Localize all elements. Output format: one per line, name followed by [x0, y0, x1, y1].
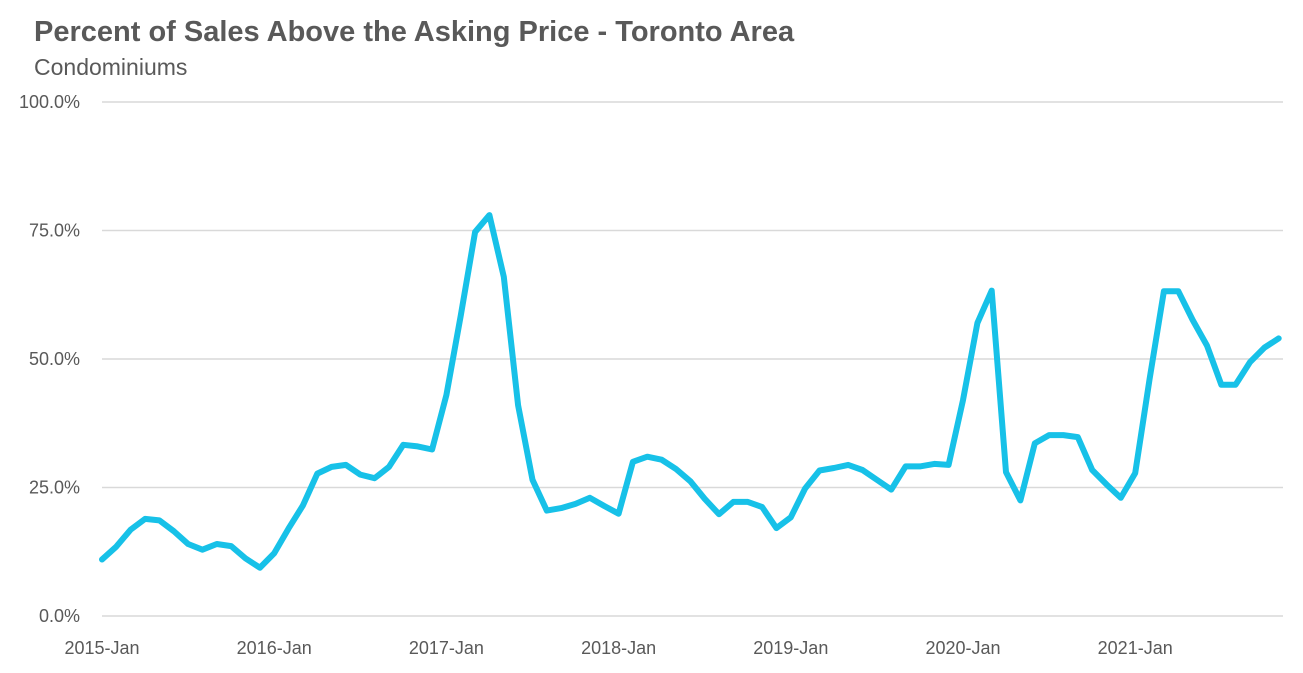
x-tick-label: 2017-Jan: [409, 638, 484, 658]
y-tick-label: 0.0%: [39, 606, 80, 626]
x-tick-label: 2019-Jan: [753, 638, 828, 658]
x-tick-label: 2015-Jan: [64, 638, 139, 658]
y-tick-label: 75.0%: [29, 221, 80, 241]
x-tick-label: 2016-Jan: [237, 638, 312, 658]
series-line: [99, 212, 1282, 571]
series-layer: [99, 212, 1282, 571]
y-axis-tick-labels: 0.0% 25.0% 50.0% 75.0% 100.0%: [19, 92, 80, 626]
x-axis-tick-labels: 2015-Jan 2016-Jan 2017-Jan 2018-Jan 2019-Jan…: [64, 638, 1172, 658]
chart-subtitle: Condominiums: [34, 54, 188, 80]
chart-title: Percent of Sales Above the Asking Price …: [34, 16, 795, 48]
x-tick-label: 2018-Jan: [581, 638, 656, 658]
x-tick-label: 2021-Jan: [1098, 638, 1173, 658]
y-tick-label: 25.0%: [29, 478, 80, 498]
y-tick-label: 100.0%: [19, 92, 80, 112]
x-tick-label: 2020-Jan: [925, 638, 1000, 658]
y-tick-label: 50.0%: [29, 349, 80, 369]
gridlines: [102, 101, 1283, 617]
